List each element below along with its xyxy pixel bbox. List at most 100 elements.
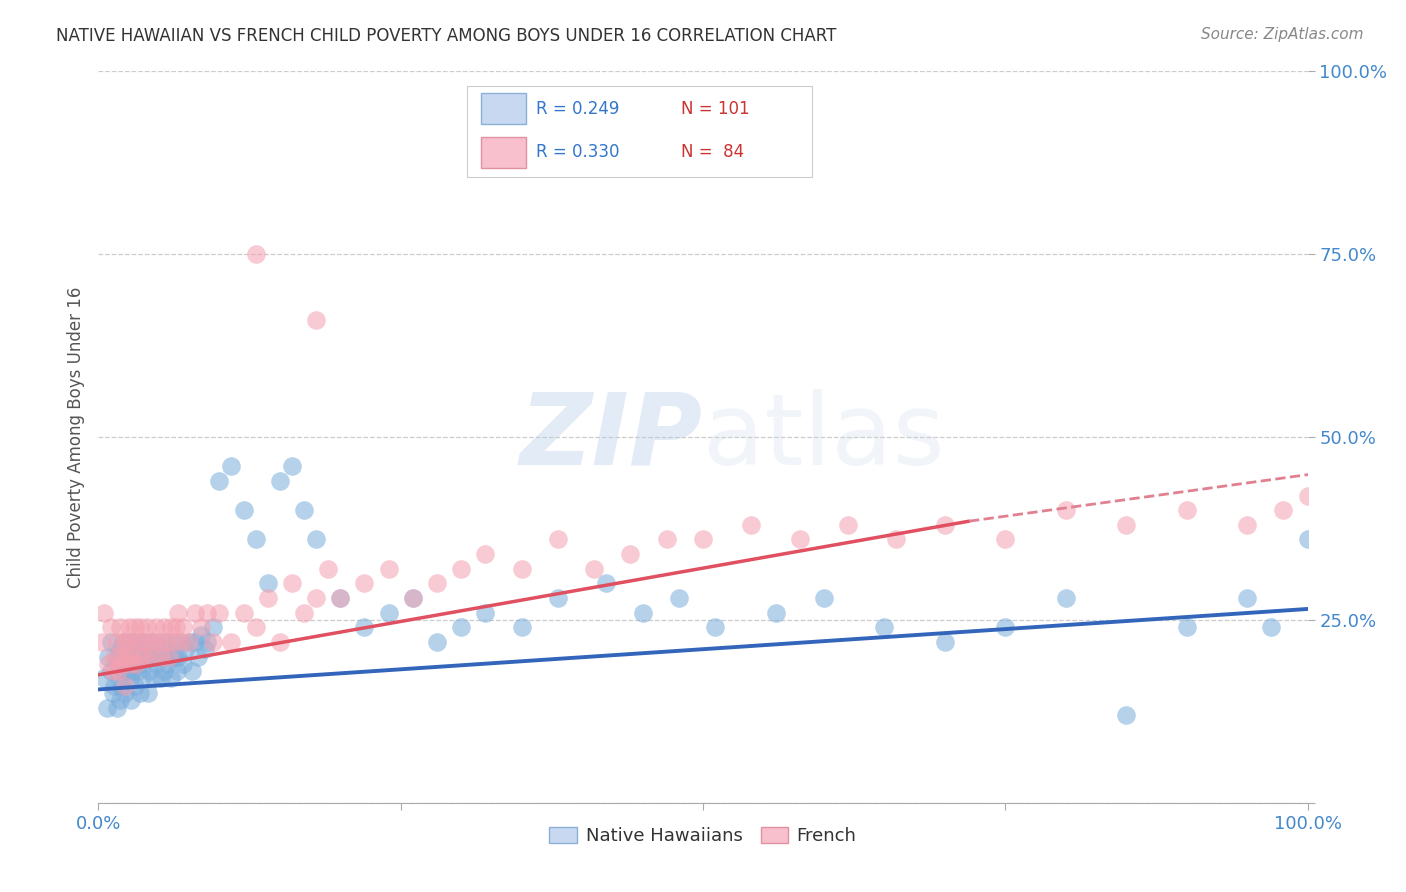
Point [547, 591, 569, 605]
Point [153, 635, 176, 649]
Point [583, 562, 606, 576]
Point [108, 642, 131, 657]
Point [163, 649, 186, 664]
Point [292, 606, 315, 620]
Point [166, 664, 188, 678]
Point [121, 649, 143, 664]
Point [179, 635, 201, 649]
Point [547, 533, 569, 547]
Point [474, 606, 496, 620]
Point [1260, 620, 1282, 634]
Point [100, 664, 122, 678]
Point [172, 620, 194, 634]
Point [97, 649, 120, 664]
Point [426, 576, 449, 591]
Point [190, 627, 212, 641]
Point [329, 591, 352, 605]
Point [704, 620, 727, 634]
Point [1296, 533, 1319, 547]
Text: NATIVE HAWAIIAN VS FRENCH CHILD POVERTY AMONG BOYS UNDER 16 CORRELATION CHART: NATIVE HAWAIIAN VS FRENCH CHILD POVERTY … [56, 27, 837, 45]
Point [101, 686, 124, 700]
Point [124, 649, 146, 664]
Point [118, 657, 141, 671]
Point [134, 649, 156, 664]
Point [1175, 503, 1198, 517]
Point [281, 576, 304, 591]
Point [155, 635, 177, 649]
Point [305, 533, 328, 547]
Point [450, 620, 472, 634]
Point [305, 313, 328, 327]
Point [169, 635, 191, 649]
Point [221, 459, 243, 474]
Point [232, 606, 254, 620]
Point [353, 620, 375, 634]
Point [135, 649, 157, 664]
Point [172, 657, 194, 671]
Point [105, 635, 128, 649]
Point [245, 533, 267, 547]
Point [118, 672, 141, 686]
Point [122, 635, 145, 649]
Point [136, 686, 159, 700]
Point [377, 562, 399, 576]
Point [138, 635, 160, 649]
Point [152, 642, 174, 657]
Point [377, 606, 399, 620]
Point [96, 700, 118, 714]
Point [1296, 489, 1319, 503]
Point [510, 620, 533, 634]
Point [184, 606, 207, 620]
Text: Source: ZipAtlas.com: Source: ZipAtlas.com [1201, 27, 1364, 42]
Point [129, 635, 152, 649]
Point [107, 664, 129, 678]
Point [156, 657, 179, 671]
Point [101, 664, 124, 678]
Point [127, 635, 149, 649]
Y-axis label: Child Poverty Among Boys Under 16: Child Poverty Among Boys Under 16 [66, 286, 84, 588]
Point [134, 635, 156, 649]
Point [402, 591, 425, 605]
Point [837, 517, 859, 532]
Point [93, 672, 115, 686]
Point [167, 649, 190, 664]
Point [426, 635, 449, 649]
Point [125, 657, 148, 671]
Point [117, 649, 139, 664]
Point [128, 686, 150, 700]
Point [152, 664, 174, 678]
Point [934, 635, 956, 649]
Point [402, 591, 425, 605]
Point [142, 649, 165, 664]
Point [195, 606, 218, 620]
Point [131, 672, 153, 686]
Point [115, 635, 138, 649]
Point [105, 700, 128, 714]
Point [595, 576, 617, 591]
Point [110, 679, 132, 693]
Point [152, 620, 174, 634]
Point [245, 620, 267, 634]
Point [100, 620, 122, 634]
Point [131, 635, 153, 649]
Point [202, 620, 225, 634]
Point [108, 649, 131, 664]
Point [135, 620, 157, 634]
Point [169, 635, 191, 649]
Point [232, 503, 254, 517]
Point [160, 620, 183, 634]
Point [165, 620, 187, 634]
Point [281, 459, 304, 474]
Point [115, 664, 138, 678]
Point [107, 657, 129, 671]
Point [121, 664, 143, 678]
Point [114, 649, 136, 664]
Point [1054, 591, 1077, 605]
Point [120, 649, 142, 664]
Point [114, 679, 136, 693]
Point [184, 635, 207, 649]
Point [256, 591, 278, 605]
Point [157, 649, 180, 664]
Point [138, 664, 160, 678]
Point [129, 649, 152, 664]
